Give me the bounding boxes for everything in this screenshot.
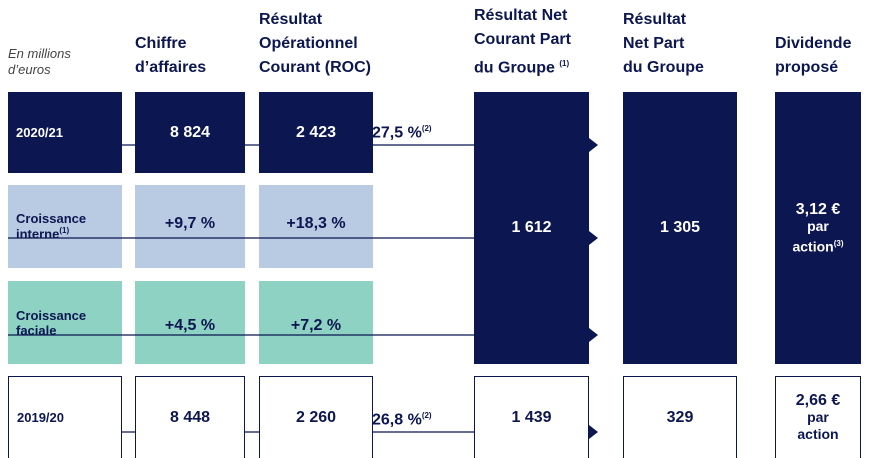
margin: 26,8 %(2) — [372, 411, 432, 429]
cell: 1 439 — [474, 376, 589, 458]
merged-cell: 1 612 — [474, 92, 589, 364]
text: Résultat — [259, 11, 323, 28]
text: (2) — [421, 124, 432, 133]
text: faciale — [16, 322, 57, 338]
text: 8 824 — [169, 123, 211, 141]
text: Résultat Net — [474, 6, 568, 24]
row-label: Croissance interne(1) — [8, 185, 122, 268]
text: 2019/20 — [17, 410, 64, 425]
text: 1 612 — [511, 219, 552, 236]
text: action — [797, 426, 839, 442]
cell: 8 824 — [135, 92, 245, 173]
text: 2 423 — [295, 123, 337, 141]
arrow — [589, 138, 598, 152]
merged-cell: 1 305 — [623, 92, 737, 364]
cell: 2 423 — [259, 92, 373, 173]
text: proposé — [775, 59, 839, 76]
text: 2020/21 — [16, 125, 63, 140]
merged-cell: 3,12 € par action(3) — [775, 92, 861, 364]
arrow — [589, 328, 598, 342]
text: par — [807, 217, 829, 234]
text: +4,5 % — [164, 317, 216, 334]
text: 329 — [666, 408, 694, 426]
text: par — [807, 409, 829, 425]
text: Net Part — [623, 35, 685, 52]
text: d’affaires — [135, 59, 207, 76]
text: Croissance — [16, 307, 87, 323]
cell: 2 260 — [259, 376, 373, 458]
cell: +9,7 % — [135, 185, 245, 268]
column-header: Chiffre d’affaires — [135, 32, 206, 80]
text: Dividende — [775, 35, 852, 52]
text: 2 260 — [295, 408, 337, 426]
column-header: Résultat Opérationnel Courant (ROC) — [259, 8, 371, 80]
text: du Groupe — [623, 59, 704, 76]
cell: +7,2 % — [259, 281, 373, 364]
text: (3) — [833, 238, 844, 248]
text: +9,7 % — [164, 215, 216, 232]
cell: 2,66 € par action — [775, 376, 861, 458]
text: Chiffre — [135, 35, 187, 52]
text: 2,66 € — [795, 392, 841, 409]
text: (1) — [559, 58, 570, 68]
text: 26,8 % — [372, 411, 422, 429]
text: (1) — [59, 226, 70, 236]
text: d’euros — [8, 62, 51, 77]
text: +7,2 % — [290, 317, 342, 334]
cell: 8 448 — [135, 376, 245, 458]
arrow — [589, 425, 598, 439]
text: 1 439 — [511, 408, 552, 426]
text: Courant Part — [474, 30, 571, 48]
text: +18,3 % — [286, 215, 346, 232]
text: 27,5 % — [372, 124, 422, 142]
column-header: Résultat Net Part du Groupe — [623, 8, 704, 80]
units-note: En millions d’euros — [8, 46, 71, 78]
column-header: Dividende proposé — [775, 32, 851, 80]
text: Opérationnel — [259, 35, 358, 52]
text: En millions — [8, 46, 71, 61]
arrow — [589, 231, 598, 245]
column-header: Résultat Net Courant Part du Groupe (1) — [474, 4, 571, 80]
margin: 27,5 %(2) — [372, 124, 432, 142]
text: Résultat — [623, 11, 687, 28]
text: 8 448 — [169, 408, 211, 426]
cell: +18,3 % — [259, 185, 373, 268]
text: (2) — [421, 411, 432, 420]
row-label: 2019/20 — [8, 376, 122, 458]
row-label: Croissance faciale — [8, 281, 122, 364]
text: 3,12 € — [795, 200, 841, 218]
text: Croissance — [16, 211, 87, 227]
cell: 329 — [623, 376, 737, 458]
text: 1 305 — [659, 219, 701, 236]
text: action — [792, 238, 834, 255]
cell: +4,5 % — [135, 281, 245, 364]
text: Courant (ROC) — [259, 59, 371, 76]
text: du Groupe — [474, 59, 555, 76]
row-label: 2020/21 — [8, 92, 122, 173]
